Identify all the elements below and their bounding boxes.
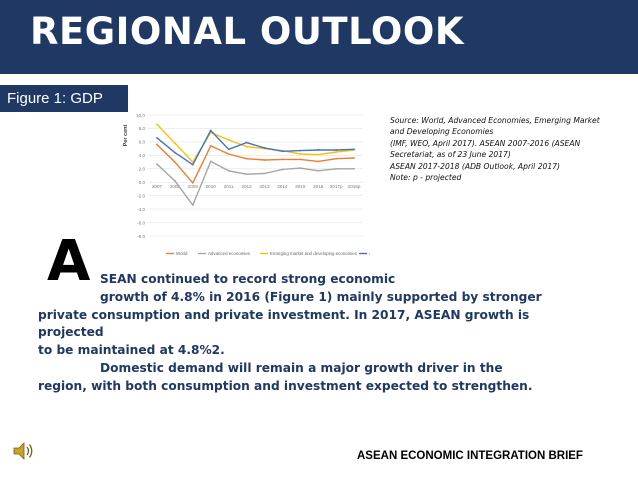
- data-point: [353, 157, 355, 159]
- data-point: [299, 153, 302, 155]
- data-point: [263, 172, 266, 175]
- x-tick-label: 2013: [259, 184, 270, 189]
- data-point: [335, 149, 338, 151]
- data-point: [191, 181, 194, 184]
- body-line: to be maintained at 4.8%2.: [38, 343, 225, 358]
- y-tick-label: 8.0: [139, 126, 146, 131]
- x-tick-label: 2018p: [348, 184, 361, 189]
- series-line: [156, 160, 354, 206]
- x-tick-label: 2008: [170, 184, 181, 189]
- body-line: projected: [38, 325, 104, 340]
- data-point: [263, 159, 266, 161]
- data-point: [299, 158, 302, 161]
- data-point: [173, 142, 176, 145]
- x-tick-label: 2015: [295, 184, 306, 189]
- chart-source-note: Source: World, Advanced Economies, Emerg…: [390, 115, 620, 183]
- title-bar: REGIONAL OUTLOOK: [0, 0, 638, 74]
- x-tick-label: 2007: [152, 184, 163, 189]
- legend-entry: Advanced economies: [208, 251, 251, 256]
- data-point: [299, 167, 302, 170]
- body-line: private consumption and private investme…: [38, 307, 530, 322]
- data-point: [281, 168, 284, 171]
- data-point: [209, 145, 212, 147]
- data-point: [317, 169, 320, 172]
- data-point: [281, 158, 284, 161]
- data-point: [227, 153, 230, 155]
- y-tick-label: 0.0: [139, 180, 146, 185]
- x-tick-label: 2012: [241, 184, 252, 189]
- data-point: [227, 148, 230, 151]
- body-line: Domestic demand will remain a major grow…: [100, 360, 503, 375]
- body-line: SEAN continued to record strong economic: [100, 272, 396, 286]
- data-point: [156, 143, 158, 146]
- y-tick-label: -4.0: [137, 207, 145, 212]
- legend-entry: ASEAN: [369, 251, 370, 256]
- data-point: [227, 138, 230, 141]
- data-point: [335, 157, 338, 160]
- y-axis-label: Per cent: [123, 124, 129, 146]
- data-point: [156, 163, 158, 165]
- data-point: [245, 173, 248, 176]
- data-point: [191, 163, 194, 166]
- data-point: [156, 123, 158, 126]
- y-tick-label: -8.0: [137, 234, 145, 239]
- data-point: [263, 147, 266, 149]
- data-point: [245, 141, 248, 144]
- footer-brief-title: ASEAN ECONOMIC INTEGRATION BRIEF: [357, 450, 583, 462]
- y-tick-label: 10.0: [136, 113, 145, 118]
- data-point: [317, 149, 320, 151]
- data-point: [317, 153, 320, 156]
- speaker-icon[interactable]: [12, 440, 34, 462]
- figure-label: Figure 1: GDP: [0, 85, 128, 112]
- data-point: [335, 151, 338, 153]
- data-point: [245, 145, 248, 148]
- data-point: [209, 129, 212, 132]
- body-paragraph: SEAN continued to record strong economic…: [38, 271, 558, 396]
- y-tick-label: 4.0: [139, 153, 146, 158]
- source-line: (IMF, WEO, April 2017). ASEAN 2007-2016 …: [390, 138, 581, 148]
- page-title: REGIONAL OUTLOOK: [30, 10, 464, 53]
- data-point: [317, 160, 320, 163]
- x-tick-label: 2011: [224, 184, 234, 189]
- series-line: [156, 129, 355, 166]
- x-tick-label: 2014: [277, 184, 288, 189]
- x-tick-label: 2010: [206, 184, 217, 189]
- body-line: growth of 4.8% in 2016 (Figure 1) mainly…: [100, 289, 542, 304]
- data-point: [245, 157, 248, 160]
- data-point: [281, 150, 284, 153]
- y-tick-label: -2.0: [137, 193, 145, 198]
- body-line: region, with both consumption and invest…: [38, 378, 533, 393]
- data-point: [353, 148, 355, 151]
- data-point: [191, 204, 194, 206]
- series-line: [156, 144, 355, 184]
- data-point: [335, 167, 338, 170]
- data-point: [156, 136, 158, 139]
- x-tick-label: 2017p: [330, 184, 343, 189]
- gdp-line-chart: Per cent -8.0 -6.0 -4.0 -2.0 0.0 2.0 4.0 6.0 8.0 1…: [123, 113, 370, 256]
- data-point: [173, 179, 176, 182]
- data-point: [209, 160, 212, 163]
- x-tick-label: 2009: [188, 184, 199, 189]
- source-line: Secretariat, as of 23 June 2017): [390, 150, 511, 160]
- data-point: [353, 167, 355, 170]
- source-line: and Developing Economies: [390, 127, 494, 137]
- y-tick-label: 6.0: [139, 140, 146, 145]
- source-line: Source: World, Advanced Economies, Emerg…: [390, 116, 600, 125]
- y-tick-label: -6.0: [137, 220, 145, 225]
- x-tick-label: 2016: [313, 184, 324, 189]
- y-tick-label: 2.0: [139, 167, 146, 172]
- legend-entry: World: [176, 251, 188, 256]
- data-point: [227, 169, 230, 172]
- data-point: [299, 149, 302, 152]
- source-line: Note: p - projected: [390, 173, 462, 183]
- drop-cap-letter: A: [47, 229, 91, 294]
- data-point: [173, 161, 176, 163]
- source-line: ASEAN 2017-2018 (ADB Outlook, April 2017…: [390, 161, 560, 171]
- legend-entry: Emerging market and developing economies: [270, 251, 358, 256]
- data-point: [173, 151, 176, 154]
- series-line: [156, 123, 355, 163]
